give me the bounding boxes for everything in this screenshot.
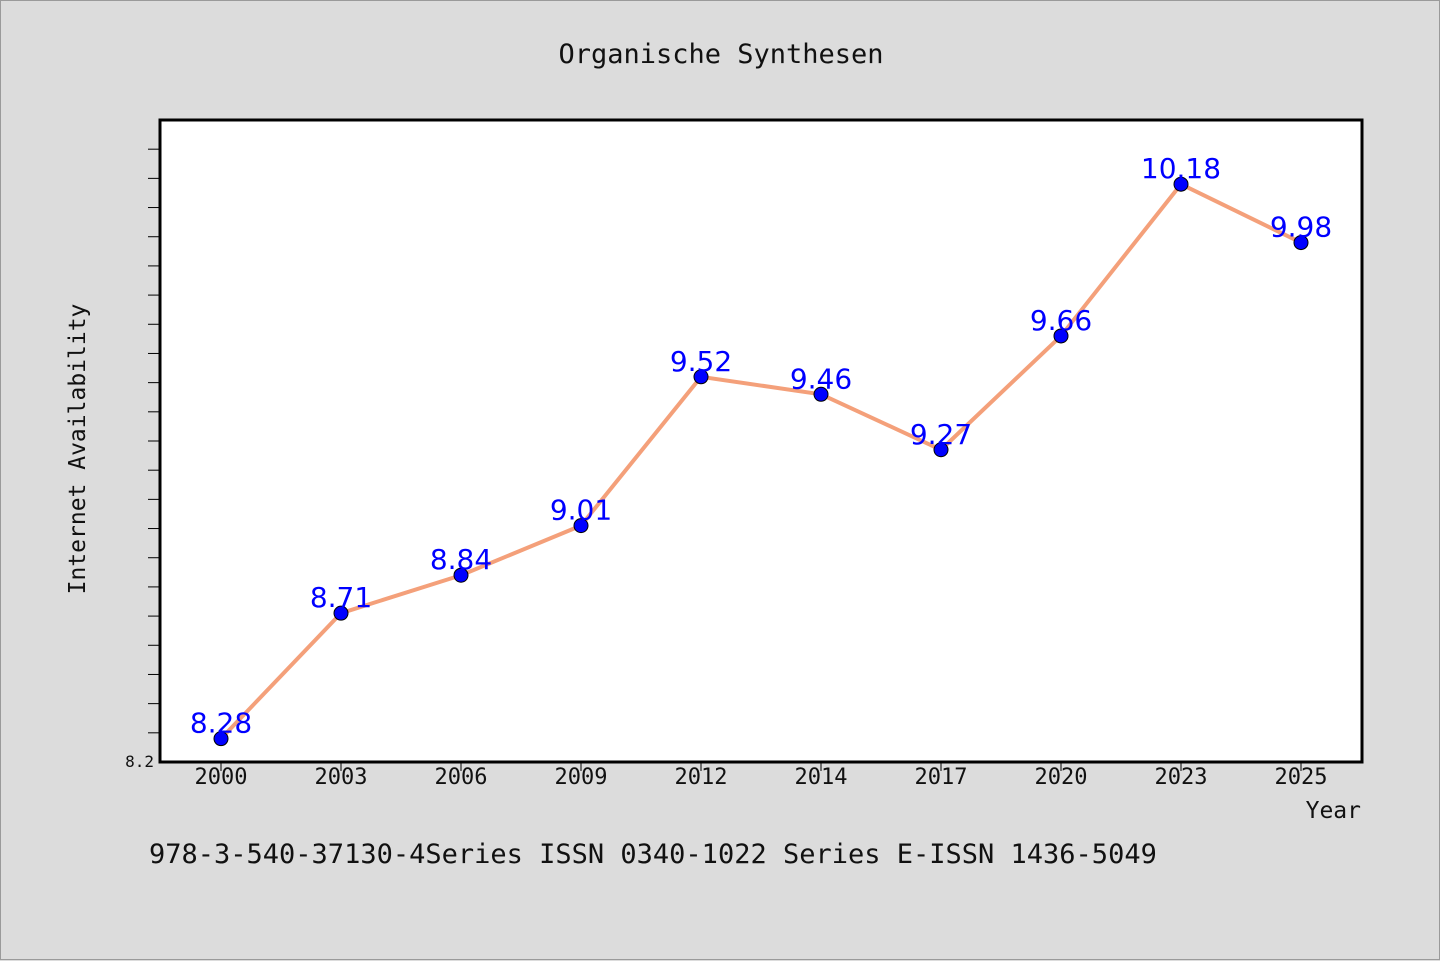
data-label-2006: 8.84	[430, 543, 492, 576]
data-label-2012: 9.52	[670, 345, 732, 378]
data-label-2020: 9.66	[1030, 304, 1092, 337]
x-axis-title: Year	[1306, 798, 1361, 824]
x-tick-label-2020: 2020	[1035, 765, 1088, 790]
data-label-2017: 9.27	[910, 418, 972, 451]
chart-title: Organische Synthesen	[558, 39, 883, 70]
x-tick-label-2012: 2012	[675, 765, 728, 790]
data-point-2014	[813, 386, 829, 402]
data-point-2023	[1173, 176, 1189, 192]
plot-area	[158, 118, 1364, 764]
data-label-2000: 8.28	[190, 707, 252, 740]
x-tick-label-2000: 2000	[195, 765, 248, 790]
x-tick-label-2006: 2006	[435, 765, 488, 790]
x-tick-label-2017: 2017	[915, 765, 968, 790]
x-tick-label-2009: 2009	[555, 765, 608, 790]
data-point-2017	[933, 442, 949, 458]
data-point-2020	[1053, 328, 1069, 344]
footer-text: 978-3-540-37130-4Series ISSN 0340-1022 S…	[149, 839, 1157, 870]
data-point-2025	[1293, 235, 1309, 251]
y-axis-ticks	[148, 148, 160, 734]
data-label-2023: 10.18	[1141, 152, 1221, 185]
x-tick-label-2003: 2003	[315, 765, 368, 790]
data-label-2025: 9.98	[1270, 211, 1332, 244]
data-point-2000	[213, 731, 229, 747]
data-point-2006	[453, 567, 469, 583]
series-line	[219, 182, 1302, 741]
data-point-2012	[693, 369, 709, 385]
y-tick-label-min: 8.2	[125, 752, 154, 771]
data-point-2009	[573, 518, 589, 534]
data-point-2003	[333, 605, 349, 621]
x-tick-label-2023: 2023	[1155, 765, 1208, 790]
x-tick-label-2014: 2014	[795, 765, 848, 790]
x-tick-label-2025: 2025	[1275, 765, 1328, 790]
x-axis: 2000 2003 2006 2009 2012 2014 2017 2020 2023 2025	[195, 762, 1328, 790]
data-label-2014: 9.46	[790, 362, 852, 395]
data-label-2003: 8.71	[310, 581, 372, 614]
data-label-2009: 9.01	[550, 494, 612, 527]
series-layer: 8.28 8.71 8.84 9.01 9.52 9.46 9.27 9.66 10.18 9.9…	[190, 152, 1332, 747]
y-axis-title: Internet Availability	[65, 304, 91, 595]
